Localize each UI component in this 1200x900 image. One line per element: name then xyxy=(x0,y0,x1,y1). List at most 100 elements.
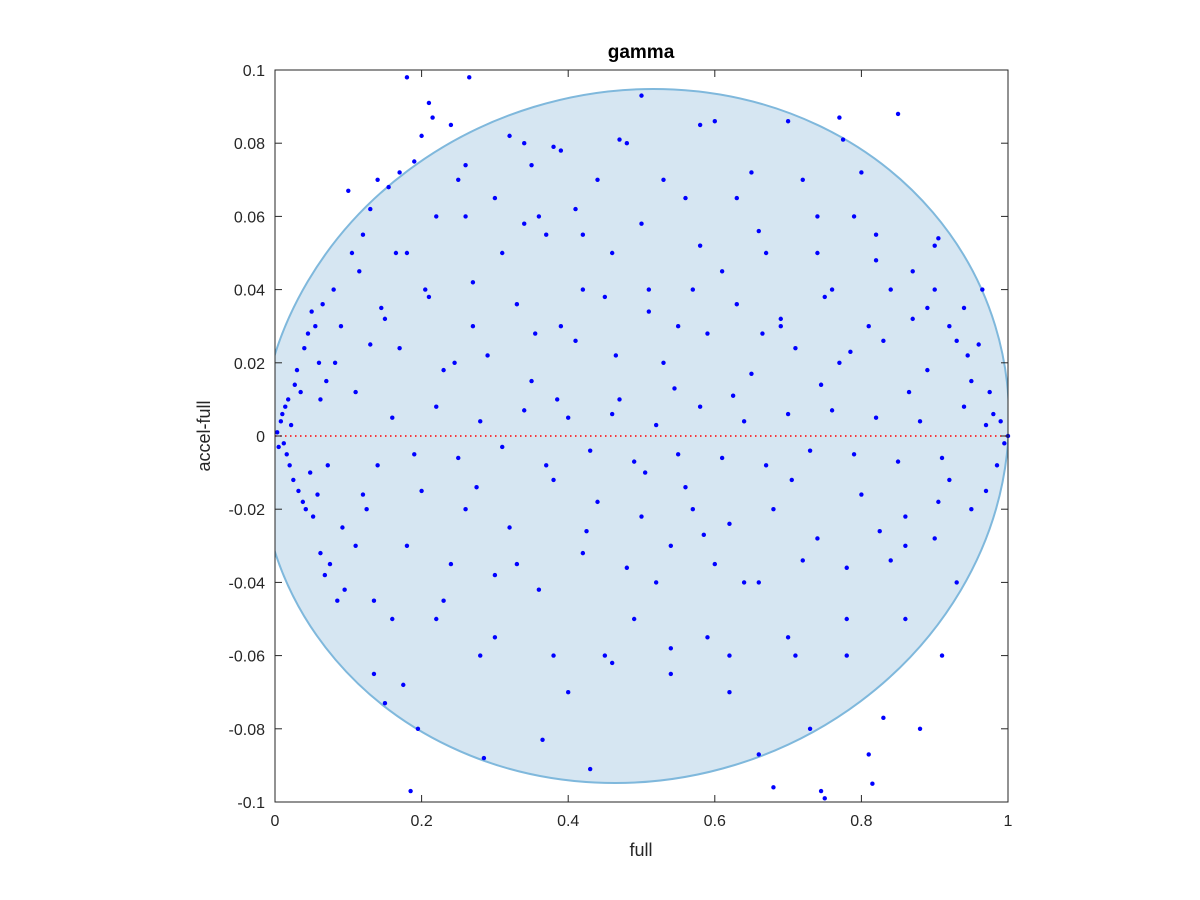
data-point xyxy=(324,378,329,384)
data-point xyxy=(906,389,912,395)
data-point xyxy=(646,309,652,314)
data-point xyxy=(371,671,377,677)
data-point xyxy=(357,269,362,274)
data-point xyxy=(310,514,316,519)
data-point xyxy=(478,653,483,658)
y-tick-label: 0.1 xyxy=(243,63,265,80)
data-point xyxy=(749,371,754,376)
data-point xyxy=(492,195,498,201)
data-point xyxy=(296,488,301,494)
data-point xyxy=(434,404,439,409)
data-point xyxy=(426,294,432,300)
data-point xyxy=(573,338,578,344)
data-point xyxy=(815,214,820,219)
data-point xyxy=(441,598,446,603)
data-point xyxy=(807,448,813,453)
x-tick-label: 0.2 xyxy=(410,813,432,830)
data-point xyxy=(368,206,373,212)
data-point xyxy=(303,507,308,512)
y-tick-label: 0 xyxy=(256,429,265,446)
data-point xyxy=(315,492,320,497)
data-point xyxy=(602,294,608,300)
data-point xyxy=(690,287,696,292)
data-point xyxy=(302,345,307,351)
data-point xyxy=(544,463,549,468)
data-point xyxy=(514,561,520,567)
data-point xyxy=(961,404,967,409)
data-point xyxy=(463,214,468,219)
data-point xyxy=(639,221,644,226)
data-point xyxy=(390,415,395,420)
data-point xyxy=(522,408,527,413)
data-point xyxy=(646,287,652,292)
data-point xyxy=(873,415,879,420)
data-point xyxy=(507,133,512,139)
data-point xyxy=(818,788,824,794)
data-point xyxy=(760,331,765,336)
data-point xyxy=(522,141,527,146)
data-point xyxy=(412,159,417,164)
data-point xyxy=(749,170,754,175)
data-point xyxy=(917,419,923,424)
data-point xyxy=(292,382,297,387)
data-point xyxy=(353,543,358,548)
data-point xyxy=(624,141,630,146)
data-point xyxy=(727,690,732,695)
data-point xyxy=(375,177,380,182)
data-point xyxy=(939,653,945,658)
y-tick-label: -0.02 xyxy=(229,502,266,519)
data-point xyxy=(500,444,505,450)
data-point xyxy=(954,338,959,344)
data-point xyxy=(903,543,908,548)
x-axis: 0 0.2 0.4 0.6 0.8 1 xyxy=(271,70,1013,830)
data-point xyxy=(404,543,410,548)
data-point xyxy=(1002,441,1007,446)
data-point xyxy=(283,404,288,409)
data-point xyxy=(452,360,457,365)
data-point xyxy=(580,287,586,292)
data-point xyxy=(848,349,853,355)
data-point xyxy=(408,788,413,794)
data-point xyxy=(763,250,769,256)
data-point xyxy=(719,269,725,274)
data-point xyxy=(613,353,619,358)
data-point xyxy=(566,415,571,420)
data-point xyxy=(274,430,280,435)
data-point xyxy=(500,250,505,256)
data-point xyxy=(994,463,1000,468)
data-point xyxy=(456,455,461,461)
data-point xyxy=(870,781,875,786)
data-point xyxy=(840,137,846,142)
data-point xyxy=(829,408,835,413)
data-point xyxy=(844,616,849,622)
data-point xyxy=(514,302,520,307)
data-point xyxy=(617,137,622,142)
data-point xyxy=(983,422,989,428)
y-tick-label: 0.04 xyxy=(234,283,265,300)
data-point xyxy=(291,477,296,483)
data-point xyxy=(965,353,970,358)
data-point xyxy=(859,170,864,175)
data-point xyxy=(551,477,556,483)
data-point xyxy=(697,404,703,409)
data-point xyxy=(551,653,556,658)
data-point xyxy=(763,463,769,468)
data-point xyxy=(793,653,798,658)
data-point xyxy=(441,367,446,373)
data-point xyxy=(412,452,417,457)
y-tick-label: 0.08 xyxy=(234,136,265,153)
data-point xyxy=(566,690,571,695)
data-point xyxy=(815,536,820,541)
data-point xyxy=(756,752,761,757)
data-point xyxy=(281,441,286,446)
data-point xyxy=(903,514,908,519)
data-point xyxy=(683,195,688,201)
data-point xyxy=(873,232,879,237)
data-point xyxy=(936,499,941,505)
data-point xyxy=(917,726,923,731)
data-point xyxy=(741,419,747,424)
data-point xyxy=(624,565,630,570)
data-point xyxy=(888,287,893,292)
data-point xyxy=(771,785,776,790)
data-point xyxy=(551,144,556,150)
